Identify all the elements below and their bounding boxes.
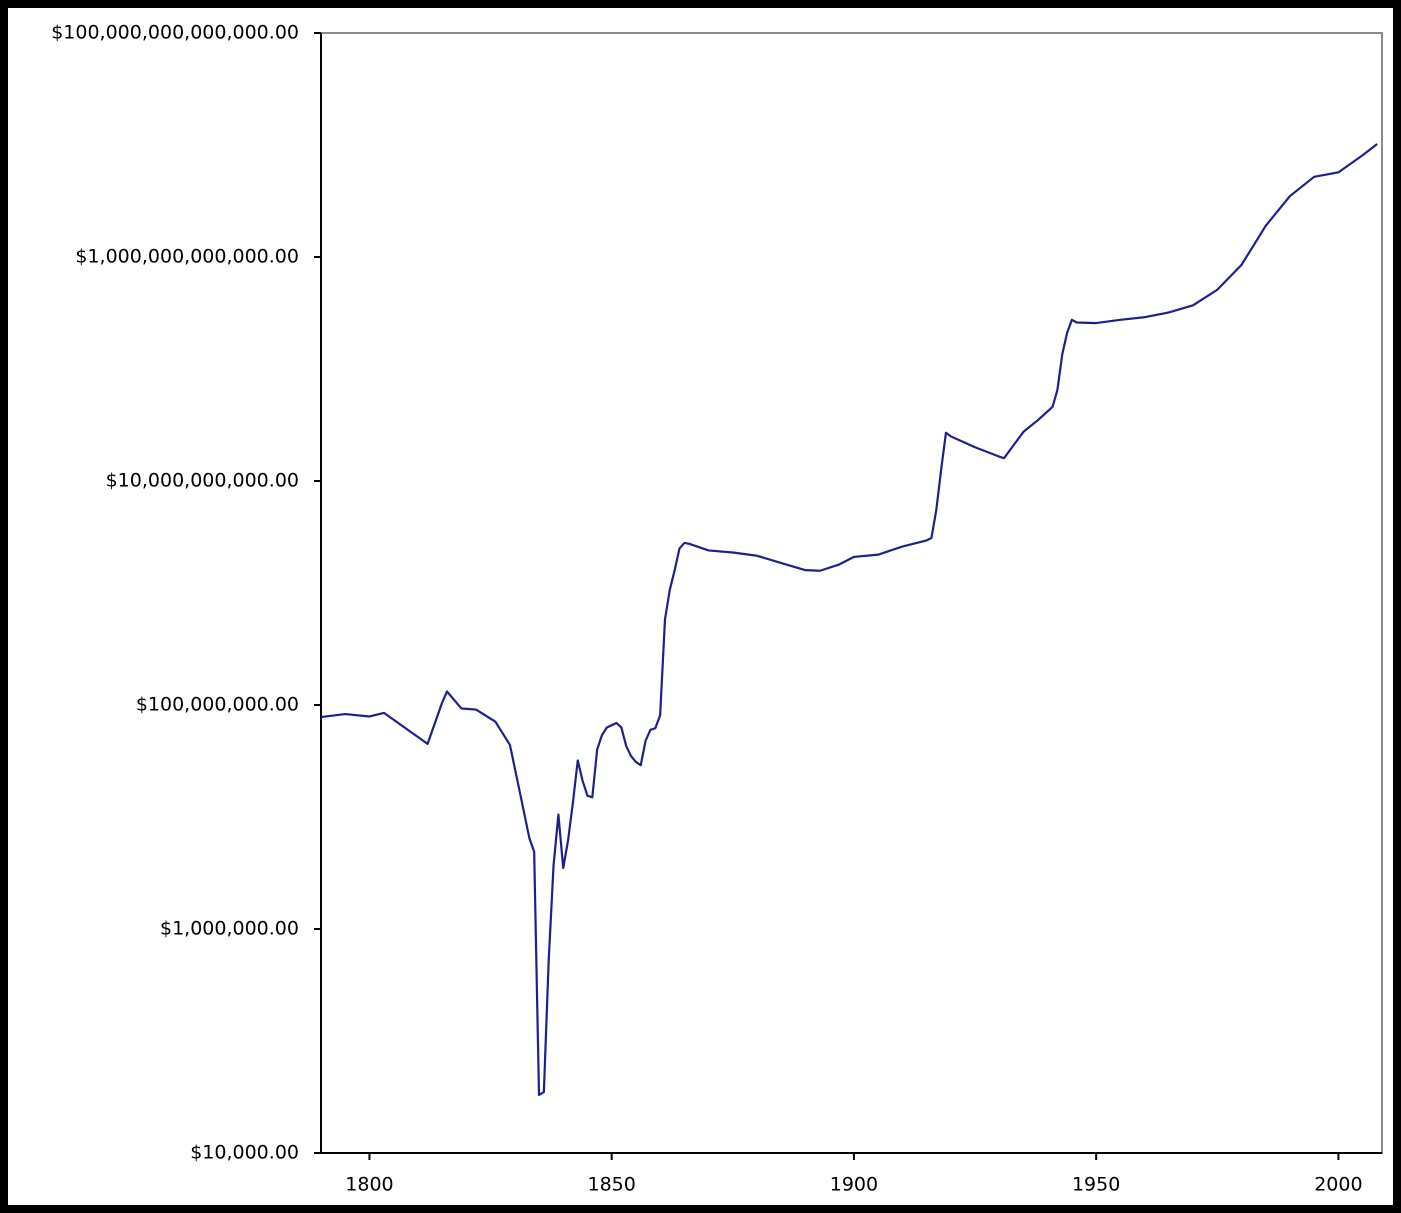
y-tick-label: $100,000,000,000,000.00 bbox=[51, 22, 299, 44]
x-tick-label: 1800 bbox=[345, 1174, 393, 1196]
plot-area bbox=[320, 32, 1383, 1154]
y-tick-label: $1,000,000,000,000.00 bbox=[75, 246, 299, 268]
x-tick-label: 2000 bbox=[1314, 1174, 1362, 1196]
y-tick-label: $1,000,000.00 bbox=[160, 918, 299, 940]
y-tick-label: $10,000,000,000.00 bbox=[106, 470, 299, 492]
x-tick-label: 1900 bbox=[830, 1174, 878, 1196]
x-tick-label: 1850 bbox=[588, 1174, 636, 1196]
y-tick-label: $10,000.00 bbox=[190, 1142, 299, 1164]
x-tick-label: 1950 bbox=[1072, 1174, 1120, 1196]
data-line bbox=[320, 143, 1378, 1097]
y-tick-label: $100,000,000.00 bbox=[136, 694, 299, 716]
